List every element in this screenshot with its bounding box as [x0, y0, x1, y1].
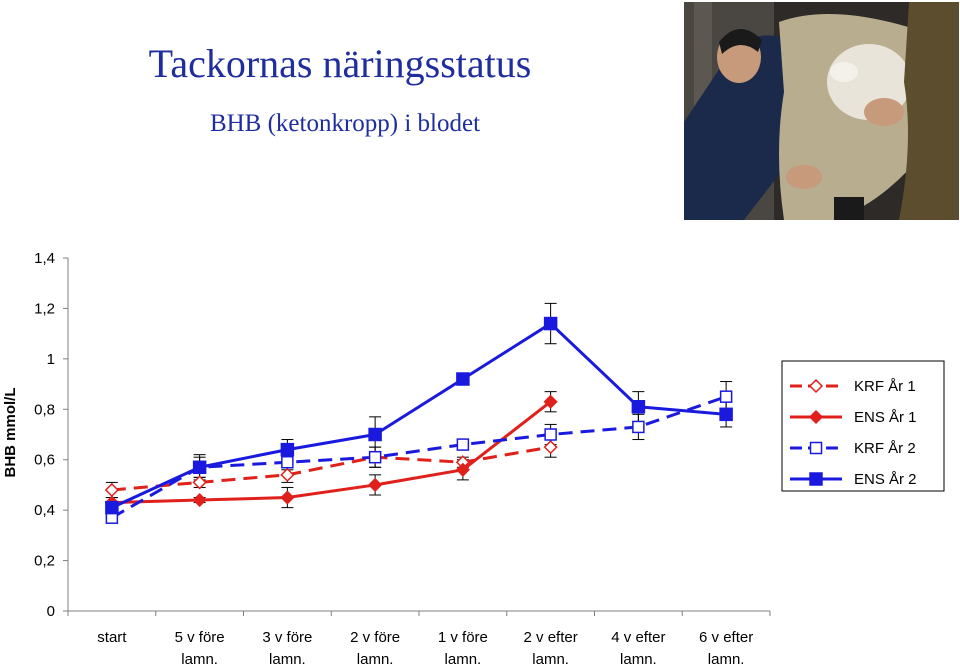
- data-point: [280, 442, 295, 457]
- x-tick-label: 2 v efter lamn.: [524, 629, 578, 668]
- data-point: [192, 475, 207, 490]
- chart-axes: [63, 257, 771, 616]
- data-point: [368, 477, 383, 492]
- data-point: [543, 394, 558, 409]
- legend-marker: [809, 441, 823, 455]
- y-tick-label: 0,6: [34, 452, 55, 469]
- legend-label: KRF År 1: [854, 378, 916, 395]
- series-markers: [104, 316, 733, 524]
- data-point: [455, 462, 470, 477]
- x-tick-label: 3 v före lamn.: [262, 629, 312, 668]
- data-point: [104, 482, 119, 498]
- y-tick-label: 1: [47, 351, 55, 368]
- legend-marker: [808, 378, 824, 394]
- data-point: [719, 407, 733, 422]
- legend-label: KRF År 2: [854, 440, 916, 457]
- chart-legend: KRF År 1 ENS År 1 KRF År 2 ENS År 2: [781, 360, 945, 492]
- data-point: [368, 427, 382, 442]
- y-tick-label: 0,4: [34, 502, 55, 519]
- legend-label: ENS År 1: [854, 409, 917, 426]
- x-tick-label: 1 v före lamn.: [438, 629, 488, 668]
- legend-box: [781, 360, 945, 492]
- axis-labels: 0 0,2 0,4 0,6 0,8 1 1,2 1,4 start 5 v före lamn. 3 …: [2, 250, 753, 668]
- data-point: [632, 420, 645, 434]
- legend-marker: [808, 409, 824, 425]
- y-tick-label: 0,2: [34, 553, 55, 570]
- series-line-0: [111, 445, 551, 492]
- data-point: [543, 440, 558, 455]
- series-line-3: [111, 322, 727, 509]
- y-tick-label: 0,8: [34, 401, 55, 418]
- y-tick-label: 1,4: [34, 250, 55, 267]
- slide-subtitle: BHB (ketonkropp) i blodet: [209, 110, 481, 137]
- data-point: [192, 492, 207, 508]
- legend-marker: [809, 472, 823, 486]
- series-lines: [111, 322, 727, 520]
- x-tick-label: 5 v före lamn.: [175, 629, 225, 668]
- slide-title: Tackornas näringsstatus: [148, 41, 532, 86]
- series-line-1: [111, 400, 552, 505]
- y-tick-label: 0: [47, 603, 55, 620]
- sheep-blood-sampling-photo: [684, 2, 959, 220]
- y-axis-label: BHB mmol/L: [2, 388, 19, 478]
- x-tick-label: 2 v före lamn.: [350, 629, 400, 668]
- data-point: [280, 467, 295, 482]
- data-point: [719, 390, 733, 403]
- legend-label: ENS År 2: [854, 471, 917, 488]
- data-point: [456, 372, 470, 386]
- data-point: [543, 316, 558, 331]
- x-tick-label: 6 v efter lamn.: [699, 629, 753, 668]
- x-tick-label: 4 v efter lamn.: [611, 629, 665, 668]
- data-point: [368, 450, 382, 464]
- data-point: [281, 455, 294, 469]
- photo-illustration: [684, 2, 959, 220]
- data-point: [544, 428, 557, 441]
- data-point: [456, 438, 470, 451]
- y-tick-label: 1,2: [34, 300, 55, 317]
- data-point: [192, 460, 207, 475]
- series-line-2: [111, 395, 727, 520]
- x-tick-label: start: [97, 629, 127, 646]
- data-point: [105, 500, 119, 515]
- data-point: [631, 400, 646, 414]
- data-point: [280, 490, 295, 505]
